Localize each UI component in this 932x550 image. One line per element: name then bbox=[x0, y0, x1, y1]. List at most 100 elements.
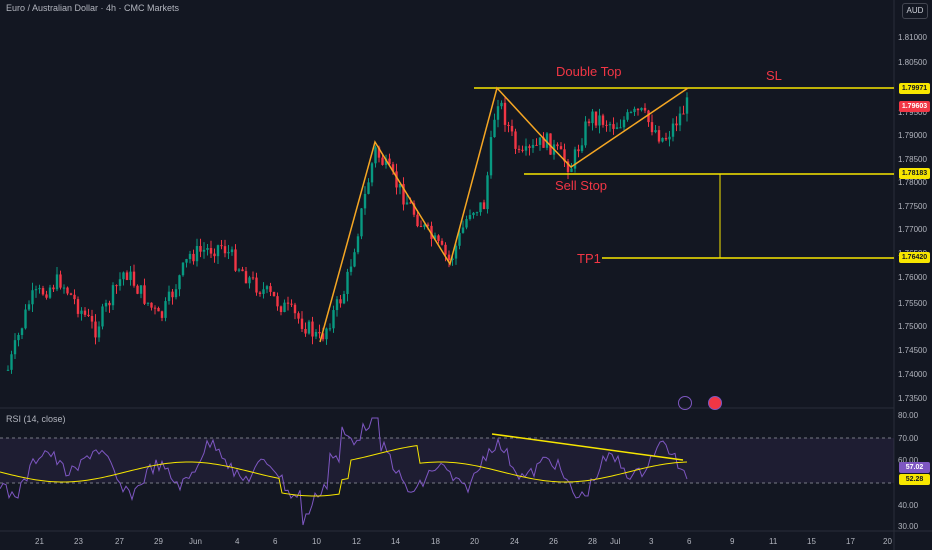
candle-body bbox=[258, 292, 262, 294]
candle-body bbox=[283, 302, 286, 313]
candle-body bbox=[370, 163, 374, 183]
event-flag-icon[interactable] bbox=[708, 396, 722, 410]
sell-stop-price-tag: 1.78183 bbox=[899, 168, 930, 179]
candle-body bbox=[608, 124, 612, 126]
candle-body bbox=[153, 307, 157, 309]
candle-body bbox=[157, 308, 160, 312]
candle-body bbox=[251, 277, 255, 279]
candle-body bbox=[34, 289, 38, 291]
candle-body bbox=[24, 309, 27, 329]
candle-body bbox=[195, 245, 199, 262]
sl-label: SL bbox=[766, 68, 782, 83]
candle-body bbox=[472, 212, 475, 216]
candle-body bbox=[20, 328, 24, 335]
time-tick: Jun bbox=[189, 537, 202, 546]
candle-body bbox=[587, 121, 591, 124]
candle-body bbox=[465, 219, 468, 228]
candle-body bbox=[192, 253, 195, 262]
candle-body bbox=[335, 299, 339, 311]
candle-body bbox=[339, 299, 342, 304]
time-tick: 26 bbox=[549, 537, 558, 546]
candle-body bbox=[122, 272, 125, 280]
candle-body bbox=[202, 249, 206, 252]
candle-body bbox=[584, 121, 587, 146]
time-tick: 29 bbox=[154, 537, 163, 546]
time-tick: Jul bbox=[610, 537, 621, 546]
candle-body bbox=[521, 149, 524, 151]
candle-body bbox=[300, 318, 304, 329]
candle-body bbox=[199, 245, 202, 252]
candle-body bbox=[230, 249, 234, 253]
time-tick: 14 bbox=[391, 537, 400, 546]
candle-body bbox=[185, 259, 188, 263]
candle-body bbox=[17, 334, 20, 341]
candle-body bbox=[559, 146, 563, 150]
rsi-ma-line bbox=[0, 445, 688, 497]
candle-body bbox=[405, 202, 409, 205]
price-tick: 1.78000 bbox=[898, 178, 927, 187]
candle-body bbox=[272, 291, 276, 297]
price-tick: 1.80500 bbox=[898, 58, 927, 67]
candle-body bbox=[409, 202, 412, 204]
candle-body bbox=[444, 244, 447, 255]
candle-body bbox=[80, 310, 83, 314]
candle-body bbox=[132, 271, 136, 286]
time-tick: 6 bbox=[687, 537, 692, 546]
candle-body bbox=[433, 235, 437, 239]
candle-body bbox=[447, 254, 451, 261]
candle-body bbox=[507, 124, 510, 126]
candle-body bbox=[94, 321, 97, 338]
candle-body bbox=[293, 304, 297, 314]
candle-body bbox=[342, 293, 346, 304]
candle-body bbox=[664, 137, 668, 140]
candle-body bbox=[650, 122, 654, 133]
rsi-line bbox=[0, 417, 688, 526]
rsi-title: RSI (14, close) bbox=[6, 414, 66, 424]
candle-body bbox=[542, 137, 545, 148]
candle-body bbox=[62, 287, 66, 289]
rsi-tick: 70.00 bbox=[898, 434, 919, 443]
price-tick: 1.81000 bbox=[898, 33, 927, 42]
candle-body bbox=[104, 302, 108, 307]
lightning-icon[interactable] bbox=[678, 396, 692, 410]
candle-body bbox=[391, 164, 395, 172]
candle-body bbox=[675, 123, 678, 126]
candle-body bbox=[290, 303, 293, 305]
candle-body bbox=[605, 124, 608, 126]
currency-button[interactable]: AUD bbox=[902, 3, 928, 19]
price-tick: 1.73500 bbox=[898, 394, 927, 403]
candle-body bbox=[143, 285, 146, 304]
candle-body bbox=[461, 227, 465, 233]
candle-body bbox=[566, 161, 570, 172]
candle-body bbox=[374, 147, 377, 164]
pattern-zigzag bbox=[319, 86, 689, 343]
price-tick: 1.74500 bbox=[898, 346, 927, 355]
candle-body bbox=[598, 115, 601, 126]
candle-body bbox=[647, 110, 650, 123]
candle-body bbox=[493, 119, 496, 138]
time-tick: 15 bbox=[807, 537, 816, 546]
candle-body bbox=[111, 285, 115, 306]
candle-body bbox=[73, 294, 76, 300]
candle-body bbox=[346, 271, 349, 294]
candle-body bbox=[52, 287, 55, 290]
tp1-price-tag: 1.76420 bbox=[899, 252, 930, 263]
candle-body bbox=[430, 225, 433, 239]
candle-body bbox=[545, 133, 549, 148]
candle-body bbox=[356, 236, 360, 253]
candle-body bbox=[160, 311, 164, 318]
candle-body bbox=[13, 340, 17, 355]
time-tick: 17 bbox=[846, 537, 855, 546]
time-tick: 20 bbox=[883, 537, 892, 546]
candle-body bbox=[66, 287, 69, 294]
candle-body bbox=[174, 289, 178, 298]
candle-body bbox=[381, 157, 384, 165]
candle-body bbox=[41, 288, 45, 295]
candle-body bbox=[269, 286, 272, 292]
candle-body bbox=[479, 202, 482, 213]
candle-body bbox=[265, 286, 269, 290]
candle-body bbox=[307, 321, 311, 334]
price-tick: 1.77000 bbox=[898, 225, 927, 234]
sl-price-tag: 1.79971 bbox=[899, 83, 930, 94]
